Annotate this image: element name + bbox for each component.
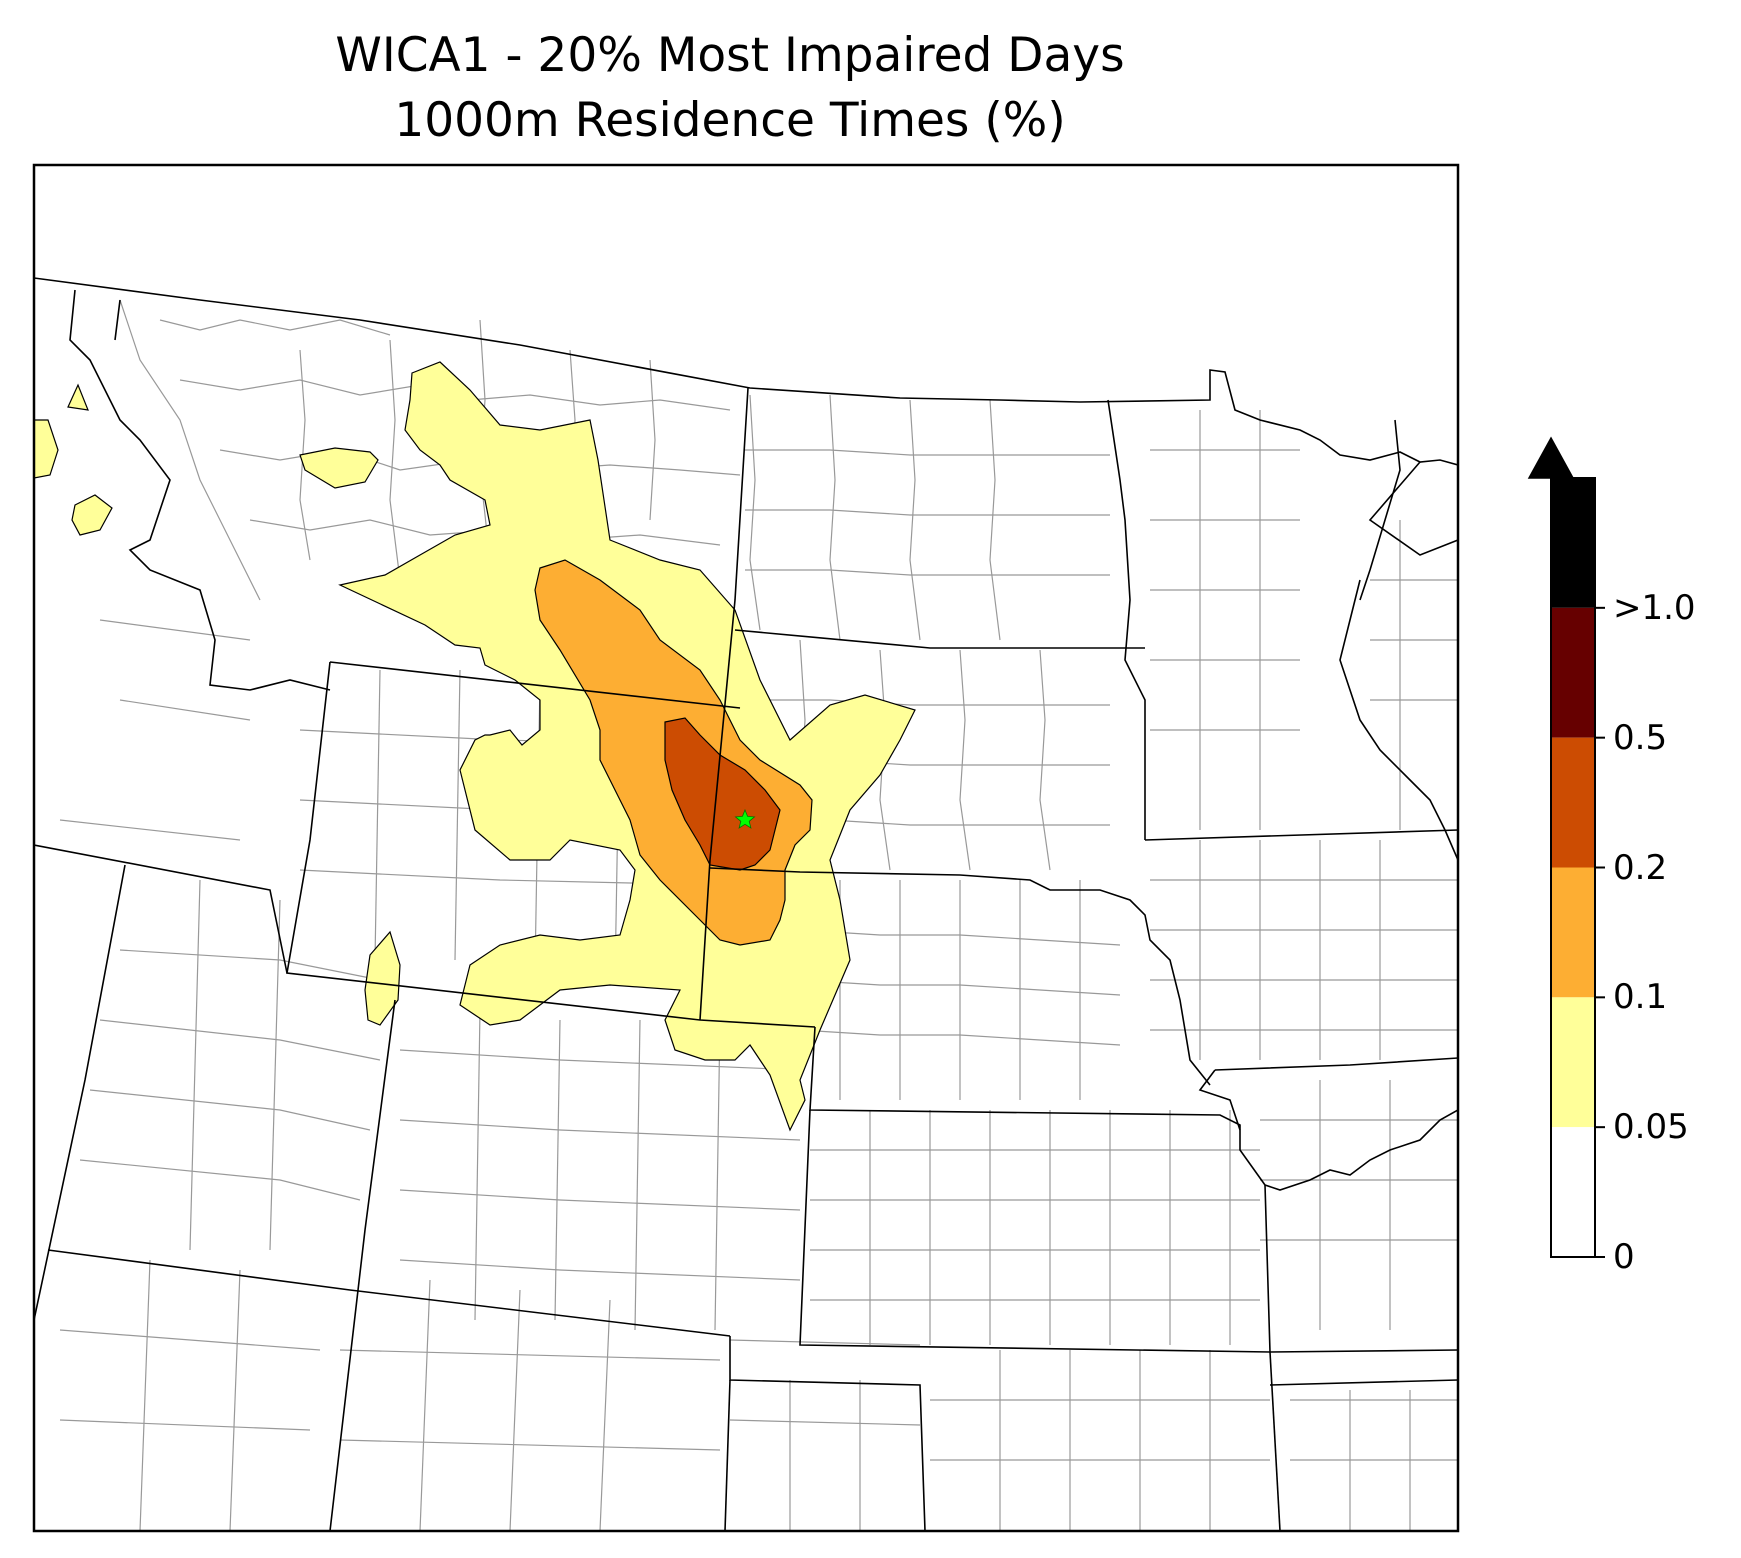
contour-0.05-small-1 — [299, 447, 379, 489]
map-title-line2: 1000m Residence Times (%) — [394, 93, 1066, 148]
colorbar-tick-label: 0.05 — [1613, 1107, 1689, 1148]
colorbar-block — [1551, 997, 1595, 1128]
colorbar-tick-label: >1.0 — [1613, 587, 1696, 628]
colorbar-tick-label: 0.2 — [1613, 847, 1668, 888]
contour-0.05-small-2 — [71, 494, 113, 536]
colorbar-tick-label: 0.5 — [1613, 717, 1668, 758]
state-boundaries — [34, 277, 1458, 1531]
contour-0.05-small-5 — [364, 930, 401, 1026]
colorbar — [1527, 436, 1605, 1258]
contour-0.05-small-4 — [34, 419, 59, 479]
map-title-line1: WICA1 - 20% Most Impaired Days — [335, 28, 1125, 83]
map-frame — [32, 163, 1460, 1533]
colorbar-tick-label: 0.1 — [1613, 977, 1668, 1018]
green-star-icon — [734, 808, 756, 829]
colorbar-block — [1551, 1127, 1595, 1257]
colorbar-extend-arrow — [1527, 436, 1575, 479]
colorbar-block — [1551, 478, 1595, 608]
colorbar-block — [1551, 867, 1595, 998]
colorbar-tick-label: 0 — [1613, 1237, 1635, 1277]
residence-time-contours — [34, 361, 916, 1132]
colorbar-block — [1551, 607, 1595, 738]
contour-0.05-small-3 — [67, 383, 89, 411]
contour-0.2 — [664, 717, 781, 871]
colorbar-block — [1551, 737, 1595, 868]
